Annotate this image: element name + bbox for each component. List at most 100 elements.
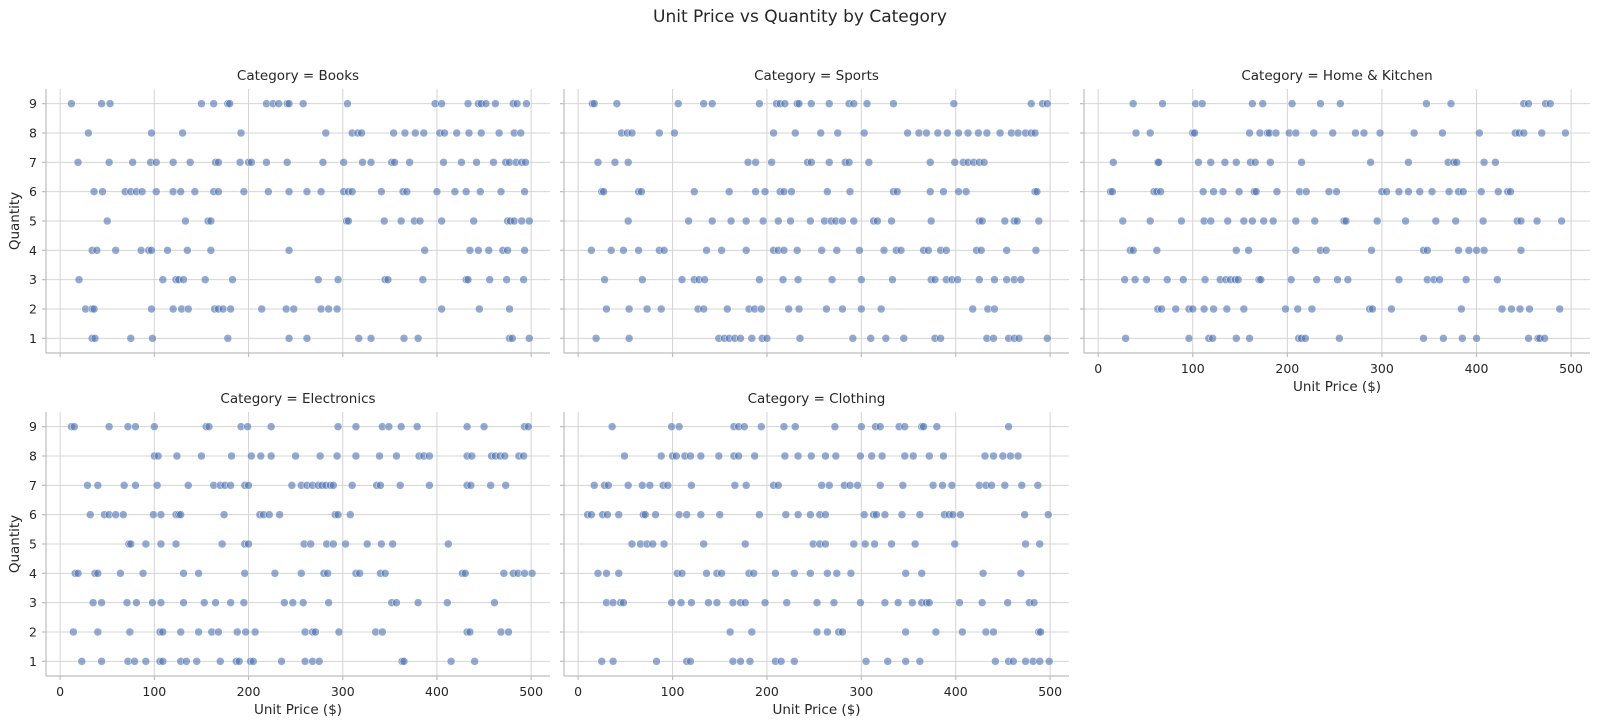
data-point xyxy=(762,334,772,343)
x-tick-label: 100 xyxy=(661,684,685,699)
data-point xyxy=(214,187,223,196)
data-point xyxy=(914,128,924,138)
x-tick-label: 100 xyxy=(1181,361,1205,376)
data-point xyxy=(1459,187,1468,196)
y-tick-label: 8 xyxy=(29,449,37,464)
data-point xyxy=(1431,216,1441,226)
data-point xyxy=(83,481,92,490)
data-point xyxy=(93,569,103,578)
data-point xyxy=(1245,128,1254,138)
data-point xyxy=(465,246,475,255)
data-point xyxy=(950,539,960,549)
data-point xyxy=(216,657,225,666)
data-point xyxy=(1002,275,1011,284)
data-point xyxy=(823,569,832,578)
data-point xyxy=(460,569,470,578)
data-point xyxy=(437,99,446,108)
y-axis-label: Quantity xyxy=(7,192,23,250)
data-point xyxy=(781,510,791,519)
data-point xyxy=(376,481,385,490)
data-point xyxy=(399,657,409,666)
data-point xyxy=(817,246,826,255)
data-point xyxy=(623,481,633,490)
data-point xyxy=(981,627,991,637)
data-point xyxy=(505,304,514,314)
data-point xyxy=(602,569,611,578)
data-point xyxy=(362,539,372,549)
data-point xyxy=(898,481,908,490)
data-point xyxy=(1256,275,1266,284)
data-point xyxy=(704,598,713,607)
data-point xyxy=(1035,539,1044,549)
data-point xyxy=(889,99,898,108)
data-point xyxy=(1351,128,1360,138)
data-point xyxy=(848,334,858,343)
data-point xyxy=(463,99,473,108)
data-point xyxy=(655,128,664,138)
data-point xyxy=(1555,304,1564,314)
data-point xyxy=(887,216,896,226)
data-point xyxy=(977,216,987,226)
data-point xyxy=(995,128,1005,138)
data-point xyxy=(504,627,513,637)
data-point xyxy=(638,481,647,490)
data-point xyxy=(1335,334,1344,343)
panel-title: Category = Clothing xyxy=(748,391,886,407)
data-point xyxy=(1156,187,1165,196)
data-point xyxy=(642,304,652,314)
data-point xyxy=(250,627,260,637)
data-point xyxy=(1301,334,1310,343)
data-point xyxy=(1438,128,1447,138)
data-point xyxy=(90,334,100,343)
data-point xyxy=(780,99,790,108)
data-point xyxy=(306,539,315,549)
data-point xyxy=(389,128,398,138)
data-point xyxy=(176,187,185,196)
data-point xyxy=(743,158,753,167)
data-point xyxy=(782,598,792,607)
data-point xyxy=(1332,187,1341,196)
data-point xyxy=(1248,216,1257,226)
data-point xyxy=(1286,275,1296,284)
data-point xyxy=(989,627,998,637)
data-point xyxy=(787,187,796,196)
data-point xyxy=(282,158,292,167)
data-point xyxy=(1121,334,1130,343)
data-point xyxy=(228,275,237,284)
y-tick-label: 5 xyxy=(29,537,37,552)
data-point xyxy=(608,657,618,666)
data-point xyxy=(302,334,312,343)
data-point xyxy=(1341,216,1351,226)
data-point xyxy=(249,657,258,666)
data-point xyxy=(672,451,681,461)
data-point xyxy=(1310,216,1320,226)
data-point xyxy=(915,510,925,519)
data-point xyxy=(118,510,128,519)
data-point xyxy=(749,569,758,578)
data-point xyxy=(893,598,903,607)
data-point xyxy=(257,304,266,314)
data-point xyxy=(1557,216,1566,226)
data-point xyxy=(998,451,1008,461)
data-point xyxy=(1013,451,1023,461)
data-point xyxy=(467,451,477,461)
data-point xyxy=(153,451,163,461)
data-point xyxy=(876,304,886,314)
data-point xyxy=(88,598,98,607)
data-point xyxy=(1291,246,1301,255)
panel-3: 0 100 200 300 400 500 Unit Price ($) Category =… xyxy=(1080,68,1590,395)
data-point xyxy=(184,481,193,490)
data-point xyxy=(974,128,983,138)
data-point xyxy=(323,569,332,578)
data-point xyxy=(324,598,333,607)
data-point xyxy=(925,158,935,167)
data-point xyxy=(1198,187,1208,196)
data-point xyxy=(332,304,342,314)
data-point xyxy=(1145,128,1155,138)
data-point xyxy=(302,187,312,196)
data-point xyxy=(1209,304,1218,314)
data-point xyxy=(806,216,815,226)
data-point xyxy=(1142,275,1151,284)
data-point xyxy=(218,304,228,314)
data-point xyxy=(227,451,236,461)
